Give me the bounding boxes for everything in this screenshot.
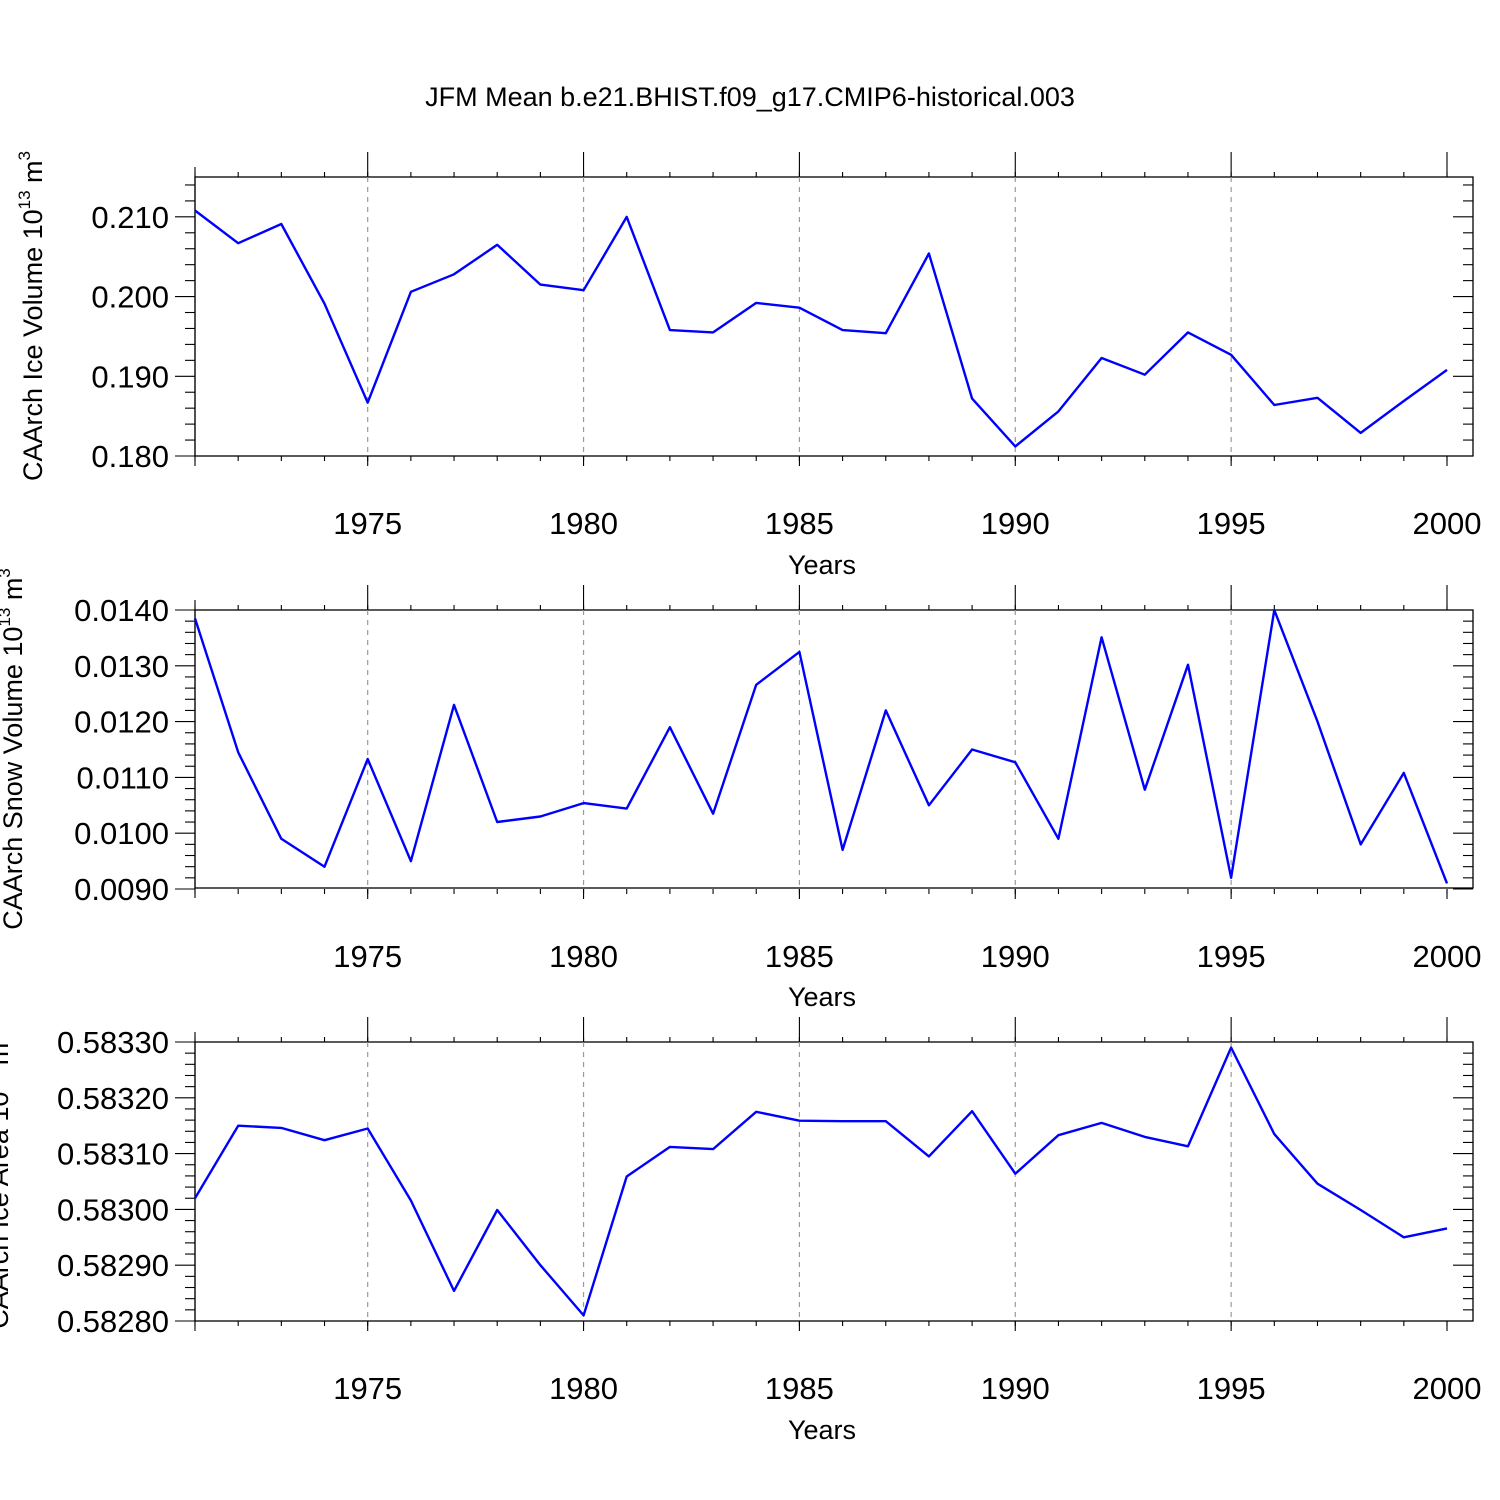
series-line-snow-volume [193, 608, 1449, 884]
x-tick-label: 2000 [1413, 939, 1482, 974]
x-tick-label: 1995 [1197, 939, 1266, 974]
x-gridlines [367, 177, 1232, 456]
y-tick-label: 0.200 [91, 280, 169, 315]
y-ticks [175, 609, 1473, 890]
y-axis-title: CAArch Ice Volume 1013 m3 [15, 151, 48, 481]
x-tick-label: 1980 [549, 939, 618, 974]
x-axis-title: Years [788, 1415, 856, 1445]
panel-ice-volume: 1975 1980 1985 1990 1995 2000 0.180 0.190 0.200… [15, 151, 1481, 580]
x-tick-label: 1995 [1197, 1371, 1266, 1406]
x-tick-labels: 1975 1980 1985 1990 1995 2000 [333, 506, 1481, 541]
x-tick-label: 1975 [333, 1371, 402, 1406]
x-tick-label: 1990 [981, 1371, 1050, 1406]
x-gridlines [367, 610, 1232, 889]
series-line-ice-volume [194, 209, 1448, 448]
y-axis-title: CAArch Snow Volume 1013 m3 [0, 568, 28, 930]
x-tick-label: 1990 [981, 506, 1050, 541]
x-tick-label: 1980 [549, 1371, 618, 1406]
y-tick-label: 0.180 [91, 439, 169, 474]
y-tick-label: 0.58280 [57, 1304, 169, 1339]
x-tick-label: 1995 [1197, 506, 1266, 541]
x-tick-label: 1975 [333, 506, 402, 541]
y-tick-label: 0.190 [91, 359, 169, 394]
x-tick-label: 1985 [765, 939, 834, 974]
y-tick-labels: 0.0090 0.0100 0.0110 0.0120 0.0130 0.0140 [74, 593, 169, 907]
x-tick-label: 1990 [981, 939, 1050, 974]
chart-title: JFM Mean b.e21.BHIST.f09_g17.CMIP6-histo… [425, 82, 1075, 112]
x-axis-title: Years [788, 982, 856, 1012]
y-tick-labels: 0.58280 0.58290 0.58300 0.58310 0.58320 0.583… [57, 1025, 169, 1339]
x-ticks [194, 1017, 1448, 1331]
y-tick-label: 0.0120 [74, 705, 169, 740]
y-tick-label: 0.58300 [57, 1192, 169, 1227]
series-line-ice-area [193, 1046, 1448, 1317]
plot-frame [194, 176, 1474, 457]
y-tick-label: 0.0140 [74, 593, 169, 628]
y-tick-label: 0.58330 [57, 1025, 169, 1060]
x-ticks [194, 585, 1448, 899]
x-tick-label: 1985 [765, 506, 834, 541]
y-tick-label: 0.58290 [57, 1248, 169, 1283]
panel-ice-area: 1975 1980 1985 1990 1995 2000 0.582800.582900… [0, 1017, 1481, 1445]
x-ticks [194, 152, 1448, 466]
x-tick-label: 1985 [765, 1371, 834, 1406]
y-tick-label: 0.0090 [74, 872, 169, 907]
x-tick-label: 2000 [1413, 506, 1482, 541]
y-tick-label: 0.58310 [57, 1137, 169, 1172]
y-ticks [175, 1041, 1473, 1322]
plot-frame [194, 1041, 1474, 1322]
y-tick-labels: 0.180 0.190 0.200 0.210 [91, 200, 169, 474]
x-tick-label: 1975 [333, 939, 402, 974]
y-tick-label: 0.0130 [74, 649, 169, 684]
y-tick-label: 0.0110 [76, 760, 169, 795]
y-tick-label: 0.58320 [57, 1081, 169, 1116]
y-tick-label: 0.210 [91, 200, 169, 235]
plot-frame [194, 609, 1474, 889]
x-axis-title: Years [788, 550, 856, 580]
y-tick-label: 0.0100 [74, 816, 169, 851]
x-tick-label: 1980 [549, 506, 618, 541]
x-tick-labels: 1975 1980 1985 1990 1995 2000 [333, 1371, 1481, 1406]
x-gridlines [367, 1042, 1232, 1321]
x-tick-labels: 1975 1980 1985 1990 1995 2000 [333, 939, 1481, 974]
y-axis-title: CAArch Ice Area 1013 m2 [0, 1033, 14, 1329]
x-tick-label: 2000 [1413, 1371, 1482, 1406]
panel-snow-volume: 1975 1980 1985 1990 1995 2000 0.00900.01000.0… [0, 568, 1481, 1012]
y-ticks [175, 184, 1473, 457]
